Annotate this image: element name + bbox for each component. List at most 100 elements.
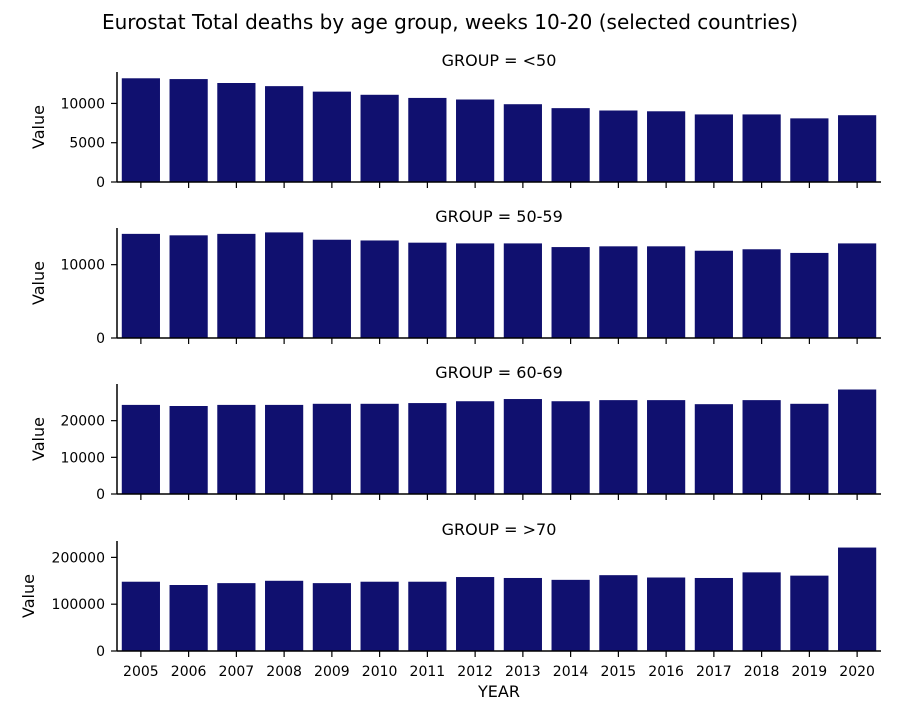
y-tick-label: 0 <box>96 644 105 660</box>
bar-2012 <box>456 99 495 182</box>
panel-4: GROUP = >70 0 100000 200000 Value 2005 2006 200… <box>19 520 881 680</box>
bar-2006 <box>169 235 208 338</box>
bar-2018 <box>742 114 781 182</box>
bar-2011 <box>408 97 447 182</box>
panel-3: GROUP = 60-69 0 10000 20000 Value <box>29 363 881 503</box>
bar-2013 <box>503 104 542 182</box>
bar-2015 <box>599 575 638 651</box>
x-tick-label: 2018 <box>744 664 780 680</box>
y-axis-label: Value <box>29 105 48 149</box>
bar-2020 <box>838 389 877 494</box>
panel-title: GROUP = 50-59 <box>435 207 563 226</box>
x-tick-label: 2010 <box>362 664 398 680</box>
bar-2014 <box>551 579 590 651</box>
x-tick-label: 2015 <box>601 664 637 680</box>
bar-2009 <box>312 583 351 651</box>
bar-2013 <box>503 399 542 494</box>
chart-title: Eurostat Total deaths by age group, week… <box>102 10 798 34</box>
bar-2017 <box>694 114 733 182</box>
bar-2007 <box>217 404 256 494</box>
bar-2006 <box>169 406 208 494</box>
bar-2016 <box>647 111 686 182</box>
panels: GROUP = <50 0 5000 10000 Value GROUP = 50-59 0… <box>19 51 881 680</box>
bar-2011 <box>408 581 447 651</box>
bar-2017 <box>694 250 733 338</box>
bar-2012 <box>456 577 495 651</box>
bar-2009 <box>312 403 351 494</box>
bar-2019 <box>790 403 829 494</box>
bar-2007 <box>217 583 256 651</box>
x-tick-label: 2020 <box>839 664 875 680</box>
bar-2012 <box>456 401 495 494</box>
panel-title: GROUP = >70 <box>442 520 557 539</box>
x-tick-label: 2007 <box>219 664 255 680</box>
x-tick-label: 2013 <box>505 664 541 680</box>
bar-2019 <box>790 118 829 182</box>
bar-2015 <box>599 110 638 182</box>
bar-2009 <box>312 239 351 338</box>
bar-2016 <box>647 577 686 651</box>
bar-2015 <box>599 400 638 494</box>
y-axis-label: Value <box>29 417 48 461</box>
y-axis-label: Value <box>19 574 38 618</box>
bar-2018 <box>742 572 781 651</box>
bar-2012 <box>456 243 495 338</box>
y-tick-label: 10000 <box>60 96 105 112</box>
bar-2013 <box>503 243 542 338</box>
bar-2005 <box>121 581 160 651</box>
x-axis-label: YEAR <box>477 682 520 701</box>
bar-2020 <box>838 547 877 651</box>
x-tick-label: 2017 <box>696 664 732 680</box>
bar-2018 <box>742 249 781 338</box>
bar-2014 <box>551 401 590 494</box>
bar-2017 <box>694 404 733 494</box>
bar-2015 <box>599 246 638 338</box>
y-tick-label: 100000 <box>52 597 105 613</box>
x-tick-label: 2016 <box>648 664 684 680</box>
y-tick-label: 0 <box>96 175 105 191</box>
bar-2010 <box>360 94 399 182</box>
y-axis-label: Value <box>29 261 48 305</box>
x-tick-label: 2011 <box>410 664 446 680</box>
bar-2005 <box>121 233 160 338</box>
y-tick-label: 5000 <box>69 136 105 152</box>
bar-2014 <box>551 247 590 338</box>
bar-2016 <box>647 246 686 338</box>
bar-2006 <box>169 79 208 182</box>
bar-2008 <box>265 580 304 651</box>
y-tick-label: 0 <box>96 487 105 503</box>
x-tick-label: 2019 <box>792 664 828 680</box>
bar-2013 <box>503 577 542 651</box>
panel-title: GROUP = 60-69 <box>435 363 563 382</box>
bar-2005 <box>121 78 160 182</box>
bar-2011 <box>408 403 447 494</box>
bar-2011 <box>408 242 447 338</box>
bar-2014 <box>551 108 590 182</box>
bar-2010 <box>360 403 399 494</box>
bar-2020 <box>838 115 877 182</box>
bar-2008 <box>265 86 304 182</box>
bar-2007 <box>217 83 256 182</box>
panel-title: GROUP = <50 <box>442 51 557 70</box>
panel-2: GROUP = 50-59 0 10000 Value <box>29 207 881 347</box>
bar-2020 <box>838 243 877 338</box>
bar-2006 <box>169 585 208 651</box>
x-tick-label: 2006 <box>171 664 207 680</box>
x-tick-label: 2005 <box>123 664 159 680</box>
y-tick-label: 10000 <box>60 258 105 274</box>
bar-2018 <box>742 400 781 494</box>
bar-2008 <box>265 232 304 338</box>
bar-2008 <box>265 404 304 494</box>
x-tick-label: 2008 <box>266 664 302 680</box>
y-tick-label: 200000 <box>52 550 105 566</box>
y-tick-label: 0 <box>96 331 105 347</box>
bar-2016 <box>647 400 686 494</box>
bar-2010 <box>360 581 399 651</box>
bar-2005 <box>121 404 160 494</box>
panel-1: GROUP = <50 0 5000 10000 Value <box>29 51 881 191</box>
bar-2017 <box>694 577 733 651</box>
bar-2007 <box>217 233 256 338</box>
bar-2009 <box>312 91 351 182</box>
bar-2019 <box>790 575 829 651</box>
